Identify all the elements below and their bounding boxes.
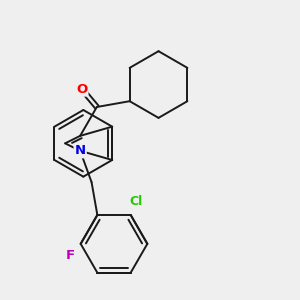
Text: O: O <box>76 82 88 96</box>
Text: F: F <box>66 249 75 262</box>
Text: N: N <box>75 144 86 157</box>
Text: Cl: Cl <box>129 195 142 208</box>
